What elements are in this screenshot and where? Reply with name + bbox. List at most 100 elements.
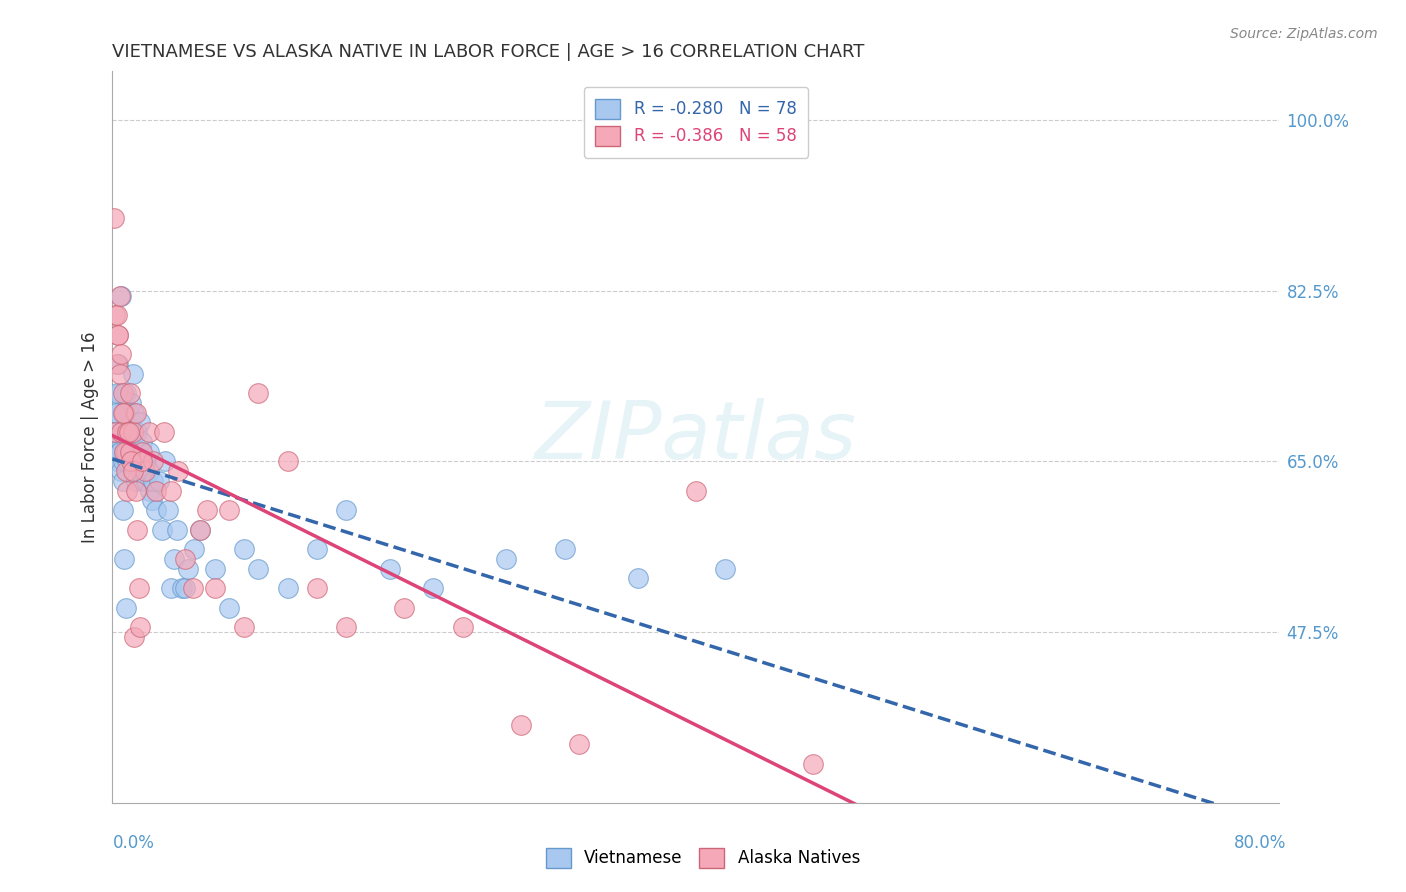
Point [108,425,131,440]
Point [188,523,211,537]
Point [138,444,160,458]
Point [495,552,517,566]
Point [118,386,141,401]
Point [107,357,129,371]
Point [120,454,142,468]
Point [131,464,153,478]
Point [177,562,200,576]
Point [174,581,197,595]
Point [153,454,176,468]
Point [163,552,186,566]
Point [135,474,157,488]
Point [129,454,152,468]
Point [105,386,128,401]
Point [105,357,128,371]
Point [167,464,190,478]
Point [626,572,648,586]
Point [142,454,165,468]
Point [156,503,179,517]
Point [305,542,328,557]
Point [104,425,127,440]
Point [118,416,141,430]
Point [111,406,134,420]
Y-axis label: In Labor Force | Age > 16: In Labor Force | Age > 16 [80,331,98,543]
Point [335,503,357,517]
Point [104,308,127,322]
Text: VIETNAMESE VS ALASKA NATIVE IN LABOR FORCE | AGE > 16 CORRELATION CHART: VIETNAMESE VS ALASKA NATIVE IN LABOR FOR… [112,44,865,62]
Point [111,406,134,420]
Point [107,327,129,342]
Point [114,600,136,615]
Point [129,416,152,430]
Point [181,581,204,595]
Point [148,474,170,488]
Point [134,454,156,468]
Point [131,444,153,458]
Point [128,444,150,458]
Legend: Vietnamese, Alaska Natives: Vietnamese, Alaska Natives [540,841,866,875]
Point [124,630,146,644]
Point [107,444,129,458]
Point [128,454,150,468]
Point [204,581,226,595]
Point [105,454,128,468]
Point [114,386,136,401]
Point [112,444,135,458]
Point [105,308,128,322]
Point [554,542,576,557]
Point [247,386,270,401]
Point [120,425,142,440]
Point [118,444,141,458]
Text: 0.0%: 0.0% [112,834,155,852]
Point [115,483,138,498]
Point [112,406,135,420]
Point [108,288,131,302]
Point [378,562,401,576]
Point [114,464,136,478]
Point [107,327,129,342]
Point [451,620,474,634]
Point [128,581,150,595]
Point [111,474,134,488]
Point [112,425,135,440]
Point [247,562,270,576]
Point [188,523,211,537]
Point [122,464,145,478]
Point [174,552,197,566]
Point [160,581,183,595]
Point [108,367,131,381]
Point [111,386,134,401]
Point [115,454,138,468]
Point [129,620,152,634]
Point [117,425,139,440]
Point [138,425,160,440]
Point [166,523,188,537]
Point [105,406,128,420]
Point [115,425,138,440]
Point [122,425,145,440]
Text: Source: ZipAtlas.com: Source: ZipAtlas.com [1230,27,1378,41]
Point [111,503,134,517]
Point [103,425,125,440]
Point [150,523,173,537]
Point [568,737,591,751]
Point [145,483,167,498]
Point [139,483,162,498]
Point [110,347,132,361]
Point [172,581,194,595]
Point [117,406,139,420]
Point [125,483,148,498]
Point [111,454,134,468]
Point [131,454,153,468]
Point [232,620,254,634]
Point [131,434,153,449]
Point [110,425,132,440]
Point [305,581,328,595]
Point [141,493,163,508]
Point [127,425,149,440]
Point [145,503,167,517]
Legend: R = -0.280   N = 78, R = -0.386   N = 58: R = -0.280 N = 78, R = -0.386 N = 58 [583,87,808,158]
Point [108,444,131,458]
Text: 80.0%: 80.0% [1234,834,1286,852]
Point [422,581,444,595]
